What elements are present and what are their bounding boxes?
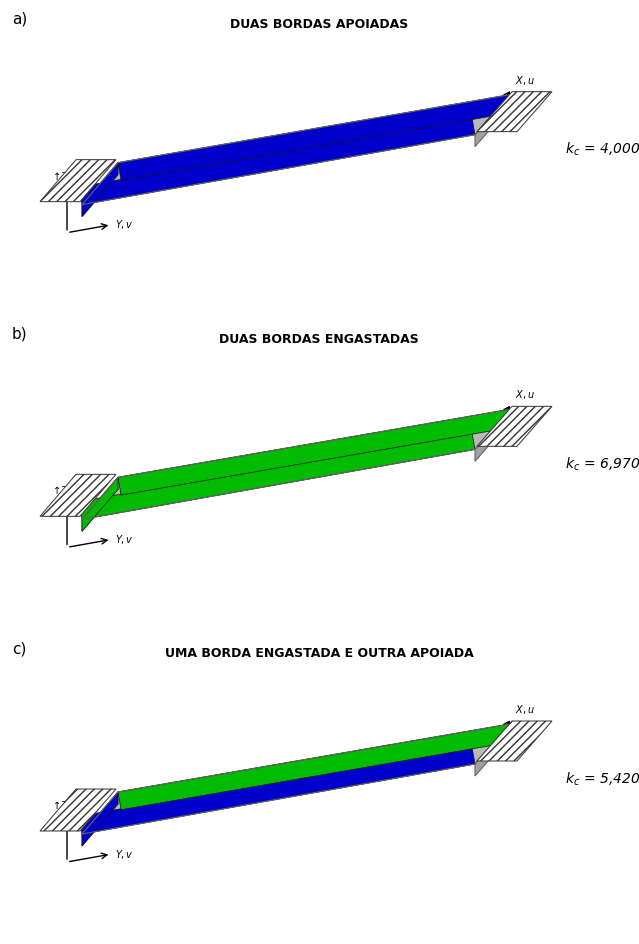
Polygon shape xyxy=(82,478,118,531)
Text: $Y, v$: $Y, v$ xyxy=(115,533,134,546)
Polygon shape xyxy=(79,747,475,834)
Polygon shape xyxy=(477,721,552,761)
Text: c): c) xyxy=(12,641,26,656)
Polygon shape xyxy=(82,478,118,531)
Text: $k_c$ = 5,420: $k_c$ = 5,420 xyxy=(565,770,639,787)
Text: $k_c$ = 6,970: $k_c$ = 6,970 xyxy=(565,456,639,473)
Text: $X,u$: $X,u$ xyxy=(515,388,535,401)
Polygon shape xyxy=(477,92,552,131)
Text: DUAS BORDAS APOIADAS: DUAS BORDAS APOIADAS xyxy=(230,18,408,31)
Polygon shape xyxy=(79,431,475,519)
Polygon shape xyxy=(82,162,118,217)
Polygon shape xyxy=(40,160,116,202)
Text: $Y, v$: $Y, v$ xyxy=(115,218,134,231)
Text: $↑Z,w$: $↑Z,w$ xyxy=(52,799,82,812)
Polygon shape xyxy=(477,406,552,447)
Text: $↑Z,w$: $↑Z,w$ xyxy=(52,484,82,497)
Text: $X,u$: $X,u$ xyxy=(515,703,535,716)
Text: $k_c$ = 4,000: $k_c$ = 4,000 xyxy=(565,141,639,159)
Polygon shape xyxy=(475,94,510,146)
Polygon shape xyxy=(475,410,510,462)
Polygon shape xyxy=(79,117,475,205)
Text: UMA BORDA ENGASTADA E OUTRA APOIADA: UMA BORDA ENGASTADA E OUTRA APOIADA xyxy=(165,648,473,661)
Text: DUAS BORDAS ENGASTADAS: DUAS BORDAS ENGASTADAS xyxy=(219,332,419,346)
Polygon shape xyxy=(82,410,510,519)
Polygon shape xyxy=(475,724,510,776)
Polygon shape xyxy=(118,94,513,180)
Polygon shape xyxy=(82,792,118,846)
Polygon shape xyxy=(40,474,116,516)
Text: $Y, v$: $Y, v$ xyxy=(115,848,134,861)
Polygon shape xyxy=(82,162,118,217)
Text: b): b) xyxy=(12,327,27,342)
Polygon shape xyxy=(40,789,116,831)
Polygon shape xyxy=(82,792,118,846)
Polygon shape xyxy=(118,724,513,810)
Polygon shape xyxy=(82,94,510,205)
Text: $X,u$: $X,u$ xyxy=(515,74,535,87)
Polygon shape xyxy=(118,410,513,495)
Polygon shape xyxy=(82,724,510,834)
Text: a): a) xyxy=(12,12,27,27)
Text: $↑Z,w$: $↑Z,w$ xyxy=(52,170,82,183)
